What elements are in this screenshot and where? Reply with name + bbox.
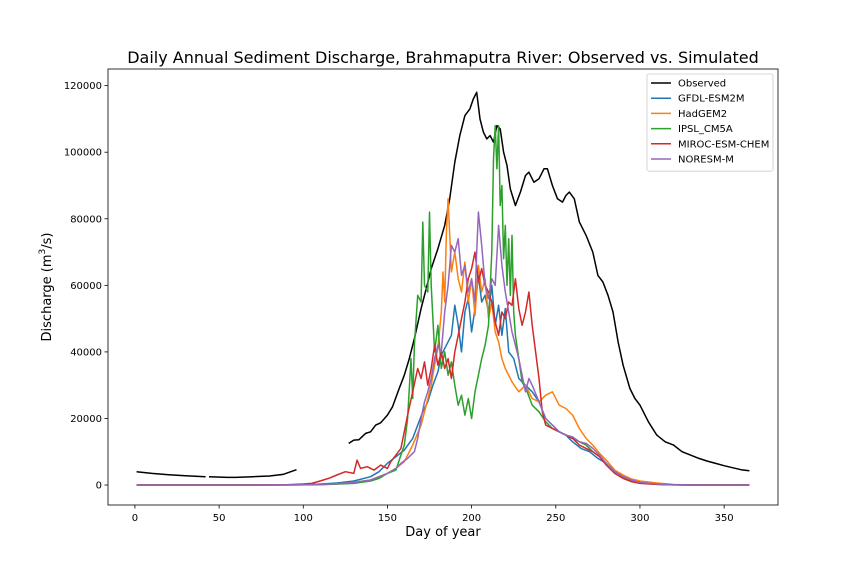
y-axis-label-sup: 3: [38, 249, 48, 255]
x-tick-label: 300: [630, 513, 649, 524]
x-tick-label: 250: [546, 513, 565, 524]
y-tick-label: 120000: [64, 81, 102, 92]
x-tick-label: 100: [294, 513, 313, 524]
y-axis-label: Discharge (m3/s): [38, 233, 55, 342]
legend-label: MIROC-ESM-CHEM: [678, 139, 769, 150]
x-tick-label: 200: [462, 513, 481, 524]
y-tick-label: 100000: [64, 148, 102, 159]
plot-frame: [107, 68, 779, 506]
y-axis: 0 20000 40000 60000 80000 100000 120000: [64, 81, 108, 492]
series-line-observed: [136, 470, 206, 478]
series-line-hadgem2: [136, 198, 750, 486]
y-tick-label: 20000: [70, 414, 102, 425]
y-tick-label: 80000: [70, 214, 102, 225]
y-tick-label: 40000: [70, 347, 102, 358]
y-axis-label-tail: /s): [40, 233, 55, 249]
series-line-ipsl-cm5a: [136, 124, 750, 486]
series-line-observed: [208, 468, 297, 479]
x-tick-label: 50: [213, 513, 226, 524]
plot-area: [136, 91, 750, 486]
legend-box: [646, 73, 774, 172]
x-tick-label: 150: [378, 513, 397, 524]
x-tick-label: 350: [715, 513, 734, 524]
legend: Observed GFDL-ESM2M HadGEM2 IPSL_CM5A MIROC-…: [646, 73, 774, 172]
chart-title: Daily Annual Sediment Discharge, Brahmap…: [127, 48, 759, 67]
series-line-miroc-esm-chem: [136, 251, 750, 486]
x-axis: 0 50 100 150 200 250 300 350: [132, 505, 734, 524]
legend-label: NORESM-M: [678, 155, 734, 166]
legend-label: IPSL_CM5A: [678, 124, 733, 135]
series-line-noresm-m: [136, 211, 750, 486]
x-tick-label: 0: [132, 513, 138, 524]
legend-label: GFDL-ESM2M: [678, 94, 745, 105]
y-tick-label: 0: [96, 481, 102, 492]
x-axis-label: Day of year: [405, 525, 481, 540]
y-tick-label: 60000: [70, 281, 102, 292]
y-axis-label-main: Discharge (m: [40, 254, 55, 341]
legend-label: HadGEM2: [678, 109, 727, 120]
legend-label: Observed: [678, 79, 726, 90]
series-line-gfdl-esm2m: [136, 274, 750, 486]
